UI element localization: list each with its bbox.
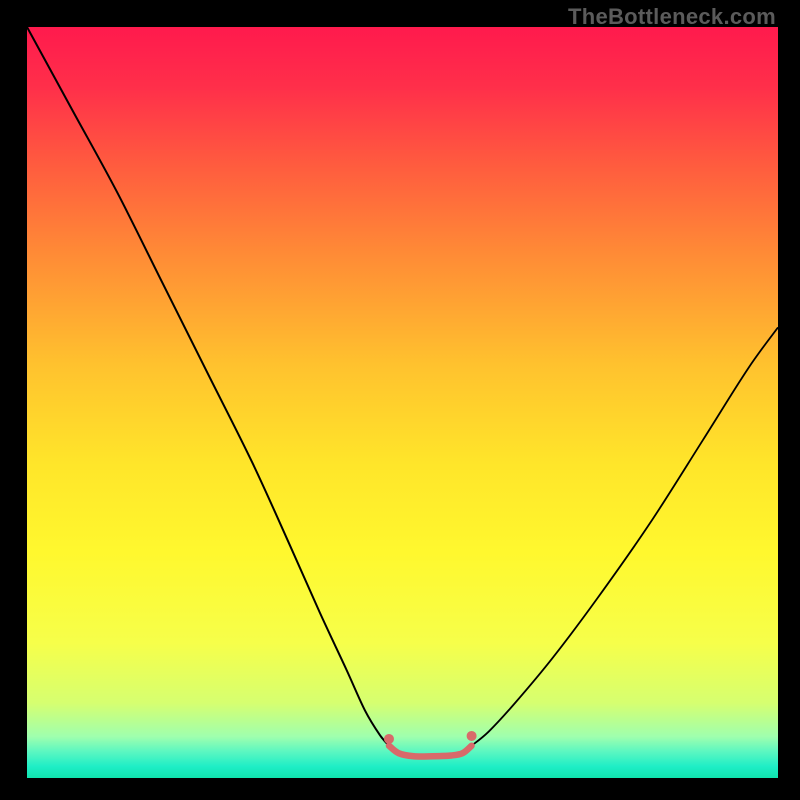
curve-layer (27, 27, 778, 778)
valley-marker-left (384, 734, 394, 744)
valley-segment (389, 746, 472, 757)
plot-area (27, 27, 778, 778)
curve-left (27, 27, 389, 746)
watermark-text: TheBottleneck.com (568, 4, 776, 30)
valley-marker-right (467, 731, 477, 741)
curve-right (472, 327, 778, 745)
chart-frame: TheBottleneck.com (0, 0, 800, 800)
